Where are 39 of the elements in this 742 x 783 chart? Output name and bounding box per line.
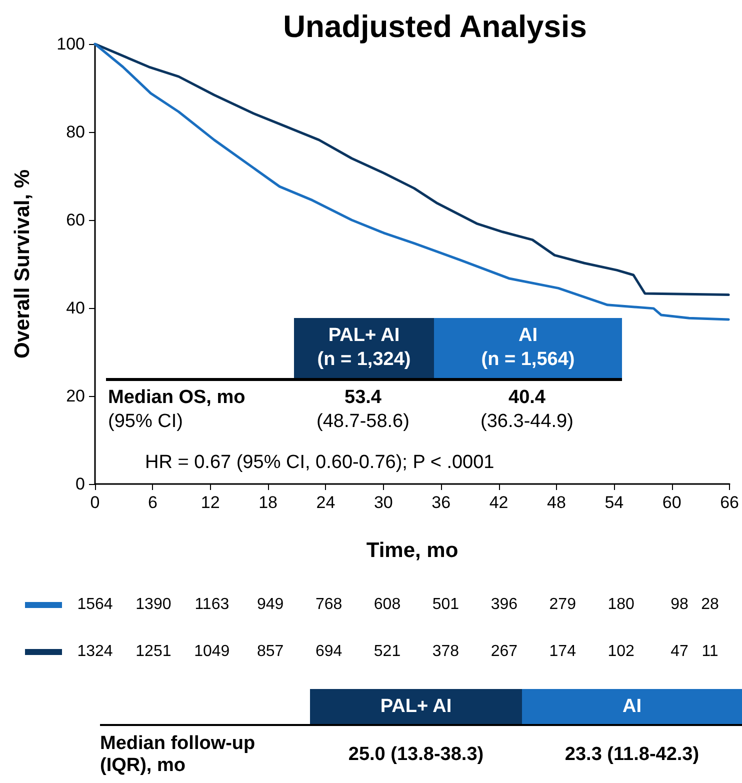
annotation: Median OS, mo	[108, 386, 246, 410]
x-axis-title: Time, mo	[366, 539, 458, 562]
text: 1324 1251 1049 857 694 521 378 267 174 102 47 11	[77, 643, 718, 660]
x-tick-label: 42	[489, 493, 508, 512]
x-tick-label: 18	[258, 493, 278, 512]
annotation: (n = 1,324)	[317, 348, 411, 372]
x-tick-label: 6	[148, 493, 158, 512]
x-tick-label: 24	[316, 493, 336, 512]
table-header-cell: AI (n = 1,564)	[434, 318, 622, 378]
x-tick-label: 54	[604, 493, 624, 512]
chart-title: Unadjusted Analysis	[283, 9, 587, 44]
x-tick-label: 66	[720, 493, 740, 512]
annotation: HR = 0.67 (95% CI, 0.60-0.76); P < .0001	[145, 451, 494, 475]
y-tick-label: 0	[76, 474, 85, 494]
y-tick-label: 100	[56, 34, 85, 54]
y-tick-label: 20	[66, 386, 85, 406]
y-tick-label: 60	[66, 210, 85, 230]
annotation: 53.4	[344, 386, 382, 410]
annotation: (36.3-44.9)	[480, 410, 574, 434]
text: 1564 1390 1163 949 768 608 501 396 279 180 98 28	[77, 596, 719, 613]
annotation: 40.4	[508, 386, 546, 410]
y-tick-label: 40	[66, 298, 85, 318]
table-header-cell: PAL+ AI (n = 1,324)	[294, 318, 434, 378]
text: 23.3 (11.8-42.3)	[564, 743, 700, 767]
annotation: (95% CI)	[108, 410, 183, 434]
y-tick-label: 80	[66, 122, 85, 142]
table-header-cell: PAL+ AI	[310, 689, 522, 725]
x-tick-label: 30	[374, 493, 393, 512]
text: Median follow-up (IQR), mo	[100, 733, 256, 777]
x-tick-label: 12	[200, 493, 220, 512]
x-tick-label: 36	[432, 493, 451, 512]
annotation: (48.7-58.6)	[316, 410, 410, 434]
y-axis-title: Overall Survival, %	[11, 169, 34, 359]
annotation: (n = 1,564)	[481, 348, 575, 372]
x-tick-label: 0	[90, 493, 100, 512]
x-tick-label: 60	[662, 493, 682, 512]
x-tick-label: 48	[547, 493, 566, 512]
table-header-cell: AI	[522, 689, 742, 725]
text: 25.0 (13.8-38.3)	[347, 743, 485, 767]
